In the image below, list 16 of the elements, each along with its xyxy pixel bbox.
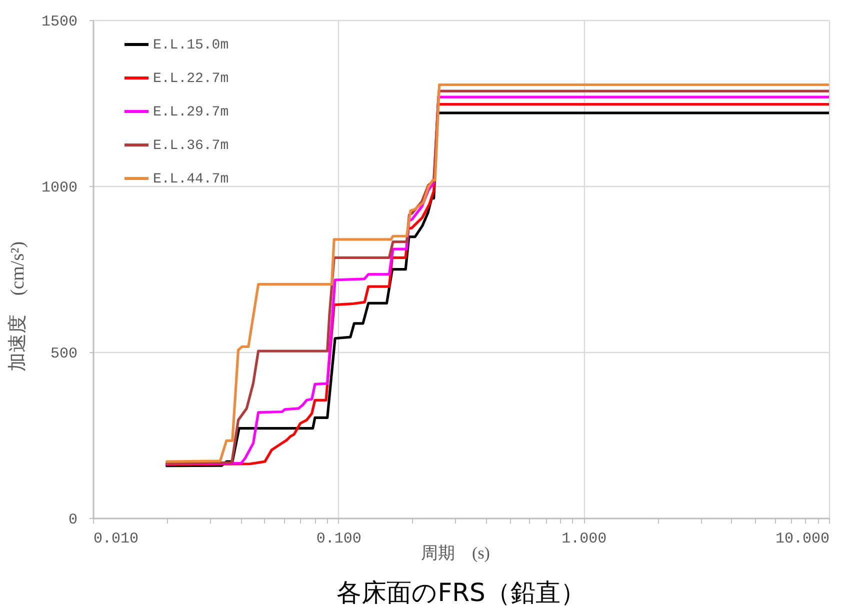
y-tick-label: 1500 — [41, 14, 78, 30]
x-axis-title: 周期 (s) — [421, 544, 490, 562]
legend-label: E.L.44.7m — [153, 172, 229, 188]
legend-label: E.L.29.7m — [153, 104, 229, 120]
text: 各床面のFRS（鉛直） — [336, 578, 586, 606]
y-tick-label: 500 — [50, 346, 78, 362]
x-tick-label: 0.010 — [94, 530, 139, 548]
legend-label: E.L.36.7m — [153, 138, 229, 154]
x-tick-label: 0.100 — [316, 530, 362, 548]
x-tick-label: 1.000 — [562, 530, 607, 548]
y-tick-label: 1000 — [41, 180, 78, 196]
legend-label: E.L.22.7m — [153, 71, 229, 87]
x-tick-label: 10.000 — [775, 530, 830, 548]
legend-label: E.L.15.0m — [153, 38, 229, 54]
y-tick-label: 0 — [68, 512, 78, 528]
y-axis-title: 加速度 (cm/s²) — [6, 241, 28, 372]
